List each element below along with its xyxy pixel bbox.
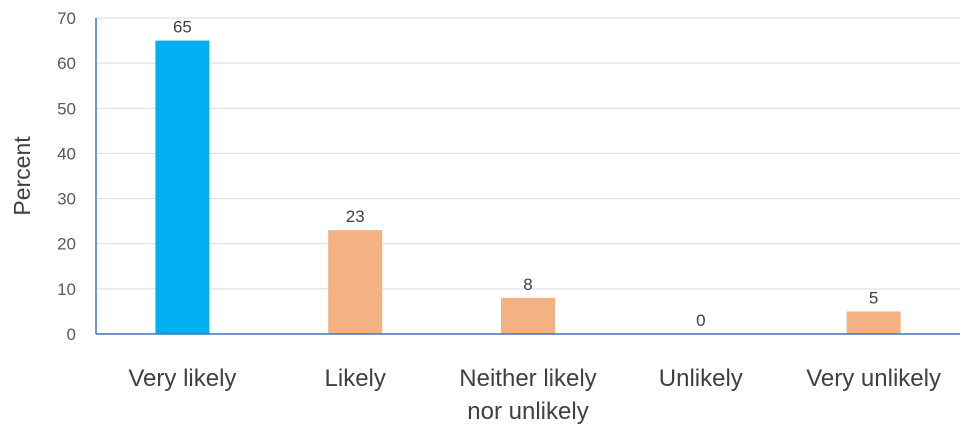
x-category-label: Unlikely — [659, 365, 743, 392]
data-label: 0 — [696, 311, 705, 330]
y-axis-title: Percent — [9, 136, 35, 216]
data-labels: 65 23 8 0 5 — [173, 18, 878, 330]
y-tick-label: 0 — [67, 325, 76, 344]
bar — [846, 311, 901, 334]
x-category-label: nor unlikely — [467, 398, 588, 425]
data-label: 65 — [173, 18, 192, 37]
x-category-label: Likely — [325, 365, 386, 392]
data-label: 8 — [523, 275, 532, 294]
axes — [95, 18, 960, 335]
data-label: 23 — [346, 207, 365, 226]
bar — [501, 297, 555, 334]
y-tick-label: 10 — [57, 280, 76, 299]
y-tick-label: 20 — [57, 235, 76, 254]
y-tick-label: 70 — [57, 9, 76, 28]
bar — [155, 40, 210, 334]
x-category-label: Very unlikely — [806, 365, 941, 392]
y-tick-labels: 0 10 20 30 40 50 60 70 — [57, 9, 76, 344]
x-category-label: Very likely — [128, 365, 236, 392]
y-tick-label: 30 — [57, 190, 76, 209]
y-tick-label: 40 — [57, 144, 76, 163]
x-category-labels: Very likely Likely Neither likely nor unlik… — [128, 365, 941, 425]
y-tick-label: 50 — [57, 99, 76, 118]
x-category-label: Neither likely — [459, 365, 596, 392]
bar — [328, 230, 383, 334]
y-tick-label: 60 — [57, 54, 76, 73]
gridlines — [96, 17, 960, 290]
bars — [155, 40, 901, 334]
data-label: 5 — [869, 288, 878, 307]
